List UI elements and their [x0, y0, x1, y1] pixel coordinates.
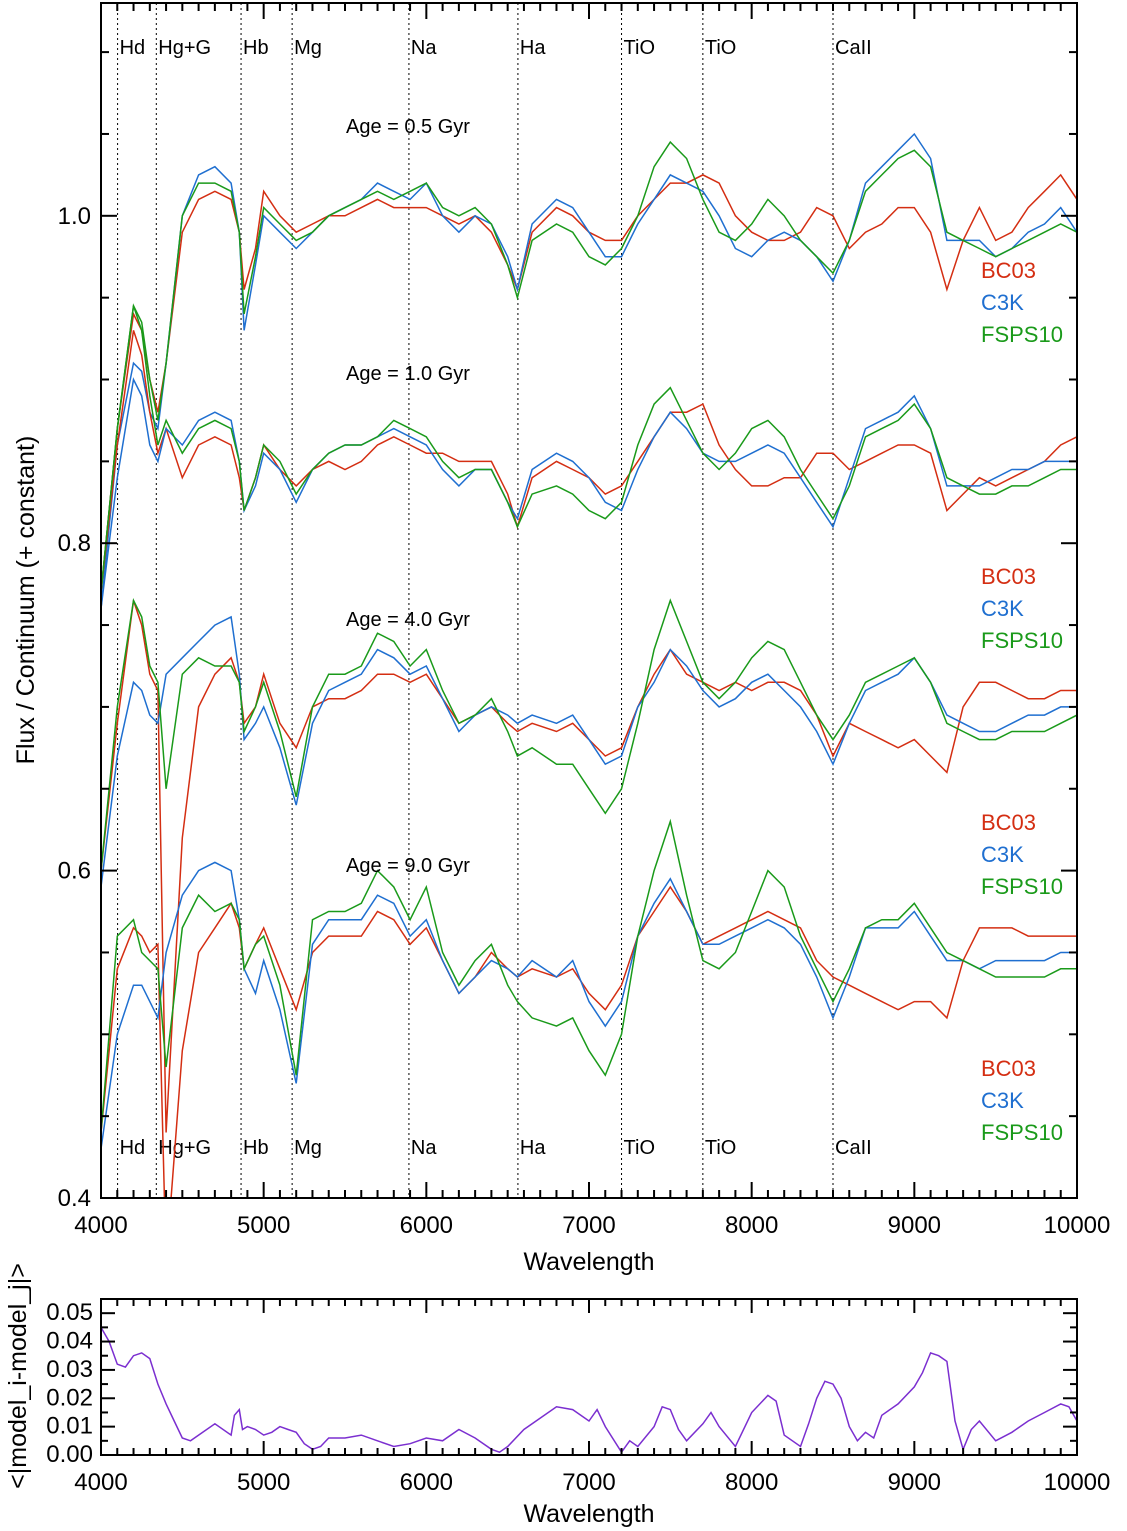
diff-x-tick-label: 9000: [888, 1469, 941, 1496]
series-c3k-group-2: [101, 615, 1077, 888]
line-marker-top-label: Hb: [243, 37, 269, 59]
line-marker-bottom-label: CaII: [835, 1137, 872, 1159]
diff-x-tick-label: 8000: [725, 1469, 778, 1496]
age-label: Age = 4.0 Gyr: [346, 609, 470, 631]
legend-entry-bc03: BC03: [981, 1056, 1036, 1081]
x-tick-label: 4000: [74, 1212, 127, 1239]
x-tick-label: 9000: [888, 1212, 941, 1239]
x-tick-label: 7000: [562, 1212, 615, 1239]
line-marker-bottom-label: Na: [411, 1137, 437, 1159]
line-marker-top-label: TiO: [705, 37, 736, 59]
series-fsps10-group-1: [101, 305, 1077, 593]
line-marker-bottom-label: Hg+G: [158, 1137, 211, 1159]
legend-entry-bc03: BC03: [981, 258, 1036, 283]
legend-entry-c3k: C3K: [981, 842, 1024, 867]
diff-x-tick-label: 4000: [74, 1469, 127, 1496]
line-marker-top-label: Mg: [294, 37, 322, 59]
age-label: Age = 0.5 Gyr: [346, 116, 470, 138]
line-marker-bottom-label: TiO: [624, 1137, 655, 1159]
legend-entry-c3k: C3K: [981, 596, 1024, 621]
diff-x-tick-label: 6000: [400, 1469, 453, 1496]
diff-y-tick-label: 0.01: [46, 1413, 93, 1440]
difference-plot-frame: [100, 1298, 1078, 1456]
series-bc03-group-3: [101, 885, 1077, 1198]
y-tick-label: 0.6: [58, 858, 91, 885]
y-axis-label: Flux / Continuum (+ constant): [12, 436, 40, 765]
series-fsps10-group-2: [101, 598, 1077, 871]
y-tick-label: 1.0: [58, 203, 91, 230]
age-label: Age = 1.0 Gyr: [346, 363, 470, 385]
difference-panel: 4000 5000 6000 7000 8000 9000 100000.000.010.0…: [4, 1263, 1110, 1528]
series-mean-difference: [101, 1327, 1077, 1454]
diff-x-tick-label: 5000: [237, 1469, 290, 1496]
series-c3k-group-0: [101, 132, 1077, 609]
diff-x-tick-label: 10000: [1044, 1469, 1111, 1496]
plot-frame: [100, 2, 1078, 1199]
diff-x-tick-label: 7000: [562, 1469, 615, 1496]
line-marker-top-label: CaII: [835, 37, 872, 59]
line-marker-top-label: Na: [411, 37, 437, 59]
legend-entry-bc03: BC03: [981, 810, 1036, 835]
diff-y-tick-label: 0.04: [46, 1328, 93, 1355]
series-bc03-group-2: [101, 600, 1077, 1133]
line-marker-bottom-label: Mg: [294, 1137, 322, 1159]
age-label: Age = 9.0 Gyr: [346, 855, 470, 877]
series-fsps10-group-0: [101, 140, 1077, 593]
series-fsps10-group-3: [101, 818, 1077, 1133]
y-tick-label: 0.4: [58, 1185, 91, 1212]
x-tick-label: 10000: [1044, 1212, 1111, 1239]
line-marker-bottom-label: Ha: [520, 1137, 546, 1159]
diff-y-tick-label: 0.00: [46, 1441, 93, 1468]
legend-entry-fsps10: FSPS10: [981, 628, 1063, 653]
line-marker-bottom-label: Hd: [120, 1137, 146, 1159]
legend-entry-bc03: BC03: [981, 564, 1036, 589]
line-marker-top-label: Hg+G: [158, 37, 211, 59]
legend-entry-fsps10: FSPS10: [981, 322, 1063, 347]
legend-entry-c3k: C3K: [981, 1088, 1024, 1113]
series-bc03-group-1: [101, 330, 1077, 593]
x-tick-label: 8000: [725, 1212, 778, 1239]
y-tick-label: 0.8: [58, 530, 91, 557]
series-bc03-group-0: [101, 173, 1077, 593]
x-tick-label: 6000: [400, 1212, 453, 1239]
legend-entry-c3k: C3K: [981, 290, 1024, 315]
legend-entry-fsps10: FSPS10: [981, 1120, 1063, 1145]
x-tick-label: 5000: [237, 1212, 290, 1239]
line-marker-top-label: Hd: [120, 37, 146, 59]
line-marker-bottom-label: Hb: [243, 1137, 269, 1159]
line-marker-top-label: Ha: [520, 37, 546, 59]
legend-entry-fsps10: FSPS10: [981, 874, 1063, 899]
main-panel: Hd Hd Hg+G Hg+G Hb Hb Mg Mg Na Na Ha Ha TiO TiO TiO TiO…: [12, 2, 1111, 1276]
line-marker-bottom-label: TiO: [705, 1137, 736, 1159]
diff-y-axis-label: <|model_i-model_j|>: [4, 1263, 32, 1489]
x-axis-label: Wavelength: [523, 1248, 654, 1276]
series-c3k-group-3: [101, 861, 1077, 1150]
series-c3k-group-1: [101, 377, 1077, 609]
diff-y-tick-label: 0.03: [46, 1356, 93, 1383]
diff-x-axis-label: Wavelength: [523, 1500, 654, 1528]
line-marker-top-label: TiO: [624, 37, 655, 59]
diff-y-tick-label: 0.05: [46, 1299, 93, 1326]
diff-y-tick-label: 0.02: [46, 1384, 93, 1411]
